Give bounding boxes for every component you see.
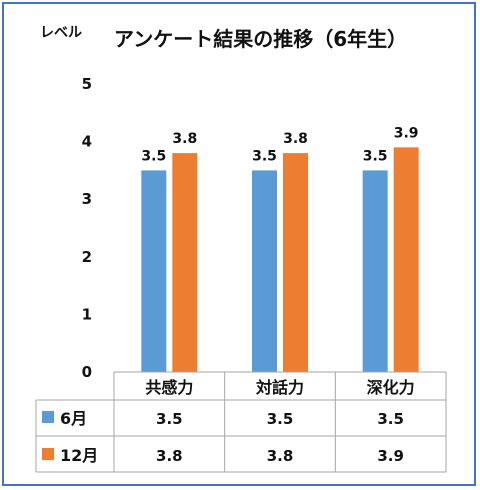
table-cell-jun-0: 3.5 [156,410,183,428]
bar-jun-1 [252,170,277,372]
y-tick-label-3: 3 [82,190,92,208]
data-label-dec-1: 3.8 [283,131,308,147]
table-cell-jun-2: 3.5 [377,410,404,428]
table-cell-dec-1: 3.8 [267,447,294,465]
y-tick-label-0: 0 [82,363,92,381]
data-label-dec-0: 3.8 [172,131,197,147]
table-cell-jun-1: 3.5 [267,410,294,428]
legend-key-jun [42,411,54,423]
y-tick-label-5: 5 [82,75,92,93]
y-tick-label-2: 2 [82,248,92,266]
category-label-2: 深化力 [367,378,415,397]
data-label-dec-2: 3.9 [394,125,419,141]
legend-key-dec [42,448,54,460]
bar-dec-1 [283,153,308,372]
legend-label-jun: 6月 [60,409,87,428]
data-label-jun-0: 3.5 [141,148,166,164]
table-cell-dec-0: 3.8 [156,447,183,465]
y-axis-label: レベル [40,25,82,41]
chart-title: アンケート結果の推移（6年生） [114,27,407,51]
bar-dec-0 [172,153,198,372]
category-label-0: 共感力 [145,378,193,397]
table-cell-dec-2: 3.9 [377,447,404,465]
data-label-jun-2: 3.5 [363,148,388,164]
legend-label-dec: 12月 [60,446,98,465]
y-tick-label-4: 4 [82,133,92,151]
bar-jun-0 [141,170,167,372]
y-tick-label-1: 1 [82,305,92,323]
category-label-1: 対話力 [255,378,304,397]
bar-jun-2 [362,170,388,372]
bar-dec-2 [393,147,419,372]
data-label-jun-1: 3.5 [252,148,277,164]
